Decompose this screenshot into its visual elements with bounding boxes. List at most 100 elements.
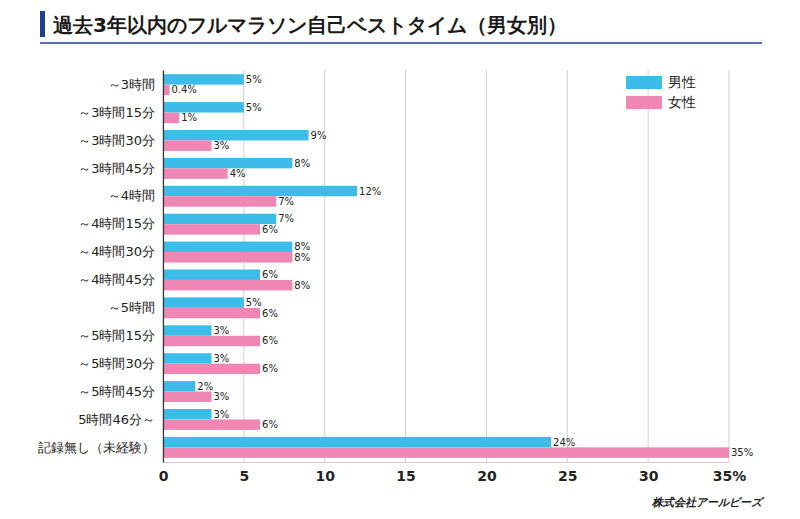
legend-label: 女性 (668, 94, 696, 110)
bar (163, 242, 292, 252)
chart: 過去3年以内のフルマラソン自己ベストタイム（男女別）5%5%9%8%12%7%8… (0, 0, 800, 519)
legend: 男性女性 (626, 74, 696, 110)
y-tick: ～4時間30分 (78, 244, 163, 259)
y-tick-label: ～3時間15分 (78, 105, 155, 120)
bar (163, 437, 551, 447)
y-tick: ～4時間 (108, 188, 163, 203)
grid-line (729, 70, 730, 462)
y-tick: 記録無し（未経験） (38, 440, 163, 455)
y-tick: ～4時間15分 (78, 216, 163, 231)
grid-line (486, 70, 487, 462)
x-tick-label: 30 (639, 468, 659, 484)
x-tick-label: 20 (477, 468, 497, 484)
x-tick: 30 (639, 462, 659, 484)
legend-swatch (626, 76, 662, 89)
x-tick-label: 25 (558, 468, 577, 484)
data-label: 4% (230, 168, 246, 179)
data-label: 0.4% (171, 84, 196, 95)
y-tick: ～5時間30分 (78, 356, 163, 371)
bar (163, 224, 260, 234)
title-rule (40, 42, 762, 44)
source-note: 株式会社アールビーズ (651, 496, 765, 509)
bar (163, 447, 729, 457)
bar (163, 297, 244, 307)
y-tick-label: 記録無し（未経験） (38, 440, 155, 455)
x-tick-label: 0 (159, 468, 169, 484)
data-label: 3% (214, 353, 230, 364)
x-tick: 0 (159, 462, 169, 484)
y-tick: ～3時間30分 (78, 133, 163, 148)
y-tick-label: ～5時間45分 (78, 384, 155, 399)
bar (163, 168, 228, 178)
y-tick-label: ～5時間30分 (78, 356, 155, 371)
data-label: 8% (294, 252, 310, 263)
bar (163, 419, 260, 429)
bars (163, 74, 729, 458)
y-tick-label: ～4時間45分 (78, 272, 155, 287)
bar (163, 364, 260, 374)
y-tick: 5時間46分～ (78, 412, 163, 427)
bar (163, 280, 292, 290)
y-tick-label: ～3時間45分 (78, 161, 155, 176)
y-axis-line (163, 71, 164, 463)
bar (163, 74, 244, 84)
data-label: 12% (359, 186, 381, 197)
data-label: 8% (294, 241, 310, 252)
y-tick-label: ～5時間15分 (78, 328, 155, 343)
y-tick-label: ～3時間30分 (78, 133, 155, 148)
y-axis: ～3時間 ～3時間15分 ～3時間30分 ～3時間45分 ～4時間 ～4時間15分 ～4時間… (38, 71, 164, 463)
data-label: 6% (262, 419, 278, 430)
data-label: 7% (278, 196, 294, 207)
y-tick: ～3時間45分 (78, 161, 163, 176)
data-labels: 5%5%9%8%12%7%8%6%5%3%3%2%3%24%0.4%1%3%4%… (171, 74, 753, 458)
y-tick: ～3時間 (108, 77, 163, 92)
bar (163, 269, 260, 279)
title: 過去3年以内のフルマラソン自己ベストタイム（男女別） (52, 13, 567, 37)
data-label: 3% (214, 409, 230, 420)
grid-line (648, 70, 649, 462)
x-axis: 0 5 10 15 20 25 30 35% (159, 462, 747, 484)
data-label: 6% (262, 335, 278, 346)
bar (163, 113, 179, 123)
data-label: 7% (278, 213, 294, 224)
x-tick-label: 15 (396, 468, 415, 484)
bar (163, 308, 260, 318)
y-tick-label: ～4時間15分 (78, 216, 155, 231)
x-tick: 10 (315, 462, 335, 484)
y-tick-label: ～4時間30分 (78, 244, 155, 259)
data-label: 1% (181, 112, 197, 123)
x-tick: 5 (239, 462, 249, 484)
x-tick: 25 (558, 462, 577, 484)
y-tick: ～5時間 (108, 300, 163, 315)
x-tick: 35% (713, 462, 747, 484)
x-tick-label: 10 (315, 468, 335, 484)
x-tick: 20 (477, 462, 497, 484)
data-label: 6% (262, 269, 278, 280)
bar (163, 336, 260, 346)
grid-line (567, 70, 568, 462)
data-label: 6% (262, 308, 278, 319)
bar (163, 140, 212, 150)
grid (163, 70, 729, 462)
data-label: 3% (214, 140, 230, 151)
y-tick: ～5時間45分 (78, 384, 163, 399)
bar (163, 196, 276, 206)
x-axis-line (164, 462, 730, 463)
grid-line (163, 70, 164, 462)
bar (163, 102, 244, 112)
bar (163, 158, 292, 168)
title-bar (40, 11, 45, 37)
y-tick: ～3時間15分 (78, 105, 163, 120)
legend-swatch (626, 96, 662, 109)
x-tick-label: 5 (239, 468, 249, 484)
y-tick-label: ～3時間 (108, 77, 155, 92)
y-tick-label: 5時間46分～ (78, 412, 155, 427)
grid-line (243, 70, 244, 462)
data-label: 3% (214, 391, 230, 402)
data-label: 24% (553, 437, 575, 448)
y-tick-label: ～4時間 (108, 188, 155, 203)
x-tick-label: 35% (713, 468, 747, 484)
grid-line (405, 70, 406, 462)
bar (163, 353, 212, 363)
data-label: 2% (197, 381, 213, 392)
